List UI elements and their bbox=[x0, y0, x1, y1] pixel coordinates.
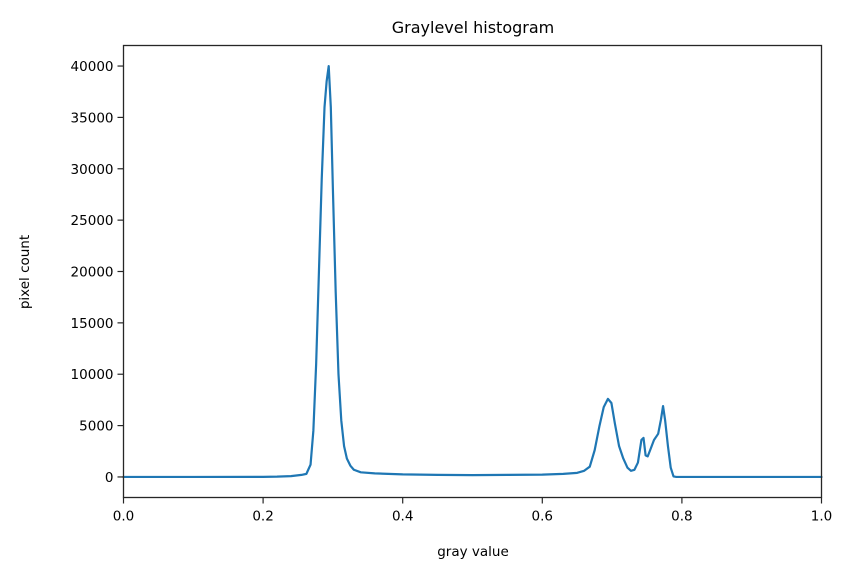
x-tick-label: 1.0 bbox=[811, 509, 832, 525]
x-tick-label: 0.4 bbox=[392, 509, 413, 525]
y-axis-label: pixel count bbox=[17, 235, 33, 309]
axes-frame bbox=[123, 45, 822, 498]
y-tick-label: 30000 bbox=[71, 162, 114, 178]
y-tick-label: 10000 bbox=[71, 367, 114, 383]
x-tick-label: 0.6 bbox=[532, 509, 553, 525]
x-tick-label: 0.2 bbox=[252, 509, 273, 525]
y-axis-ticks: 0 5000 10000 15000 20000 25000 30000 35000 40000 bbox=[71, 59, 124, 486]
y-tick-label: 40000 bbox=[71, 59, 114, 75]
data-line bbox=[122, 64, 823, 479]
y-tick-label: 25000 bbox=[71, 213, 114, 229]
x-tick-label: 0.0 bbox=[113, 509, 134, 525]
y-tick-label: 5000 bbox=[79, 419, 113, 435]
chart-title: Graylevel histogram bbox=[392, 18, 555, 37]
x-tick-label: 0.8 bbox=[671, 509, 692, 525]
y-tick-label: 0 bbox=[105, 470, 114, 486]
y-tick-label: 15000 bbox=[71, 316, 114, 332]
plot-area bbox=[122, 44, 823, 499]
x-axis-label: gray value bbox=[437, 544, 509, 560]
y-tick-label: 20000 bbox=[71, 265, 114, 281]
x-axis-ticks: 0.0 0.2 0.4 0.6 0.8 1.0 bbox=[113, 497, 832, 525]
y-tick-label: 35000 bbox=[71, 110, 114, 126]
